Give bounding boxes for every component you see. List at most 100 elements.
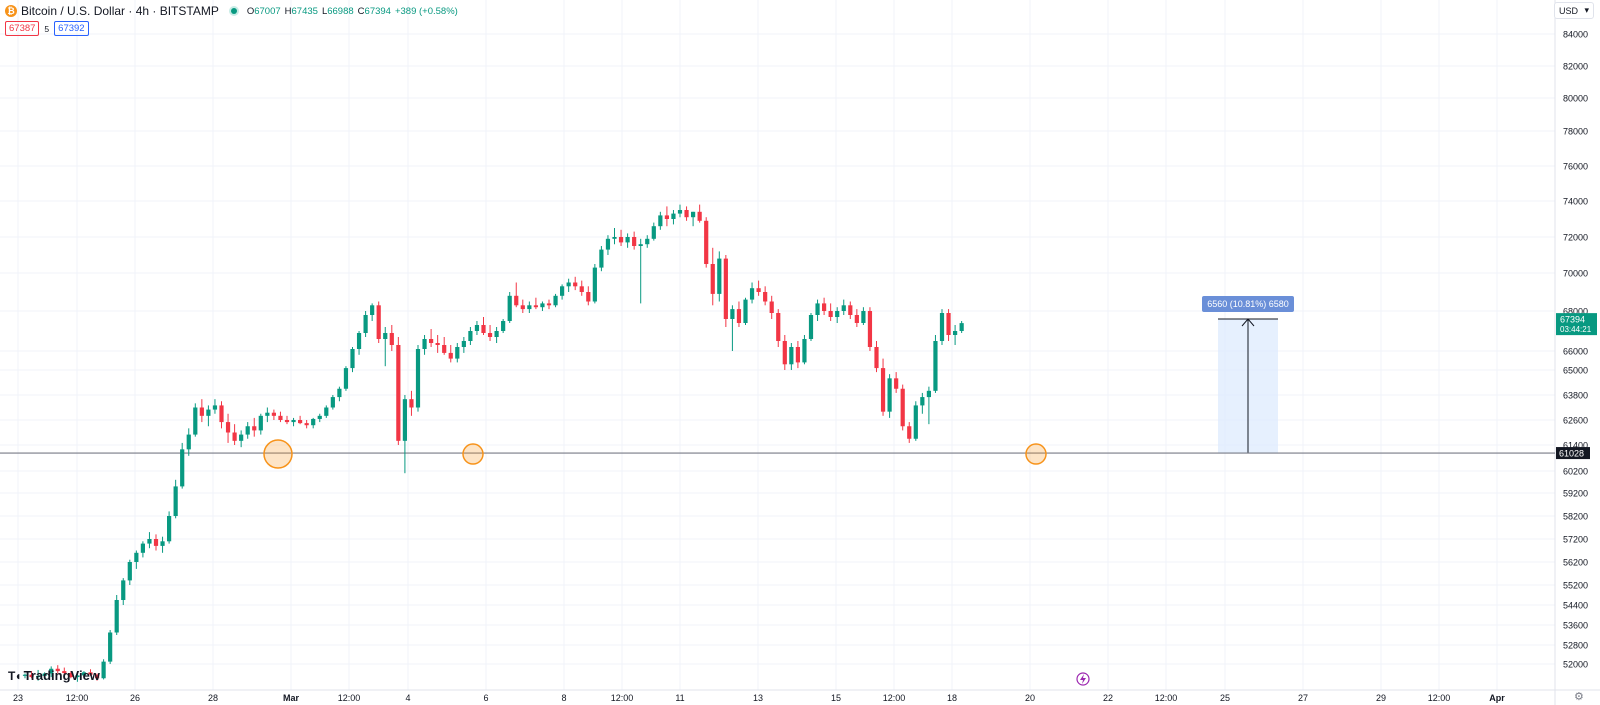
candle[interactable]	[671, 210, 676, 225]
candle[interactable]	[36, 669, 41, 681]
candle[interactable]	[140, 541, 145, 558]
candle[interactable]	[946, 309, 951, 341]
candle[interactable]	[350, 347, 355, 373]
candle[interactable]	[258, 413, 263, 435]
candle[interactable]	[795, 341, 800, 369]
candle[interactable]	[330, 395, 335, 410]
candle[interactable]	[835, 307, 840, 323]
touch-marker-1[interactable]	[263, 439, 293, 469]
candle[interactable]	[153, 534, 159, 551]
candle[interactable]	[828, 303, 833, 321]
candle[interactable]	[697, 204, 702, 223]
candle[interactable]	[455, 343, 460, 363]
candle[interactable]	[114, 595, 119, 635]
candle[interactable]	[710, 247, 715, 306]
candle[interactable]	[193, 403, 198, 437]
candle[interactable]	[776, 309, 781, 347]
touch-marker-2[interactable]	[462, 443, 484, 465]
candle[interactable]	[926, 386, 931, 425]
candle[interactable]	[664, 206, 669, 227]
candle[interactable]	[579, 280, 584, 296]
candle[interactable]	[22, 673, 28, 679]
candle[interactable]	[933, 335, 938, 393]
touch-marker-3[interactable]	[1025, 443, 1047, 465]
candle[interactable]	[415, 345, 421, 412]
candle[interactable]	[167, 511, 172, 544]
candle[interactable]	[756, 280, 761, 296]
candle[interactable]	[546, 299, 552, 310]
candle[interactable]	[284, 415, 290, 425]
candle[interactable]	[62, 667, 67, 676]
candle[interactable]	[527, 301, 532, 314]
candle[interactable]	[887, 374, 892, 418]
candle[interactable]	[49, 666, 54, 678]
candle[interactable]	[789, 343, 794, 370]
candle[interactable]	[147, 532, 152, 549]
candle[interactable]	[324, 405, 329, 418]
candle[interactable]	[913, 401, 918, 441]
candle[interactable]	[88, 669, 93, 676]
candle[interactable]	[632, 231, 637, 250]
candle[interactable]	[265, 407, 270, 423]
tradingview-logo[interactable]: T◖ TradingView	[8, 668, 100, 683]
candle[interactable]	[252, 417, 257, 437]
candle[interactable]	[429, 329, 434, 347]
candle[interactable]	[560, 284, 565, 300]
candle[interactable]	[782, 335, 787, 370]
candle[interactable]	[533, 297, 538, 310]
candle[interactable]	[317, 413, 322, 423]
candle[interactable]	[55, 665, 60, 674]
candle[interactable]	[841, 299, 846, 315]
candle[interactable]	[180, 442, 185, 489]
candle[interactable]	[298, 415, 303, 425]
candle[interactable]	[907, 422, 912, 443]
candle[interactable]	[304, 420, 309, 429]
candle[interactable]	[278, 411, 283, 423]
sell-button[interactable]: 67387	[5, 21, 40, 36]
candle[interactable]	[645, 235, 650, 248]
candle[interactable]	[232, 424, 237, 445]
candle[interactable]	[920, 392, 925, 414]
candle[interactable]	[127, 559, 132, 585]
candle[interactable]	[900, 384, 905, 431]
candle[interactable]	[173, 479, 178, 519]
candle[interactable]	[75, 673, 80, 682]
candle[interactable]	[658, 211, 663, 230]
buy-button[interactable]: 67392	[54, 21, 89, 36]
candle[interactable]	[822, 297, 827, 315]
candle[interactable]	[867, 307, 873, 351]
candle[interactable]	[389, 325, 394, 351]
candle[interactable]	[101, 659, 106, 680]
candle[interactable]	[704, 217, 709, 268]
candle[interactable]	[461, 337, 466, 353]
candle[interactable]	[763, 286, 768, 306]
candle[interactable]	[422, 335, 427, 355]
candle[interactable]	[749, 282, 755, 304]
time-axis[interactable]: 23 12:00 26 28 Mar 12:00 4 6 8 12:00 11 13 15 12:00 18…	[13, 693, 1505, 703]
candle[interactable]	[435, 335, 440, 353]
candle[interactable]	[586, 286, 591, 306]
candle[interactable]	[592, 264, 597, 304]
candle[interactable]	[815, 299, 820, 321]
candle[interactable]	[474, 321, 480, 335]
candle[interactable]	[599, 246, 604, 272]
candle[interactable]	[219, 401, 224, 429]
candle[interactable]	[121, 578, 126, 605]
candle[interactable]	[442, 337, 447, 355]
candle[interactable]	[291, 417, 296, 427]
candle[interactable]	[874, 341, 879, 373]
candle[interactable]	[199, 399, 204, 423]
candle[interactable]	[769, 295, 774, 319]
candle[interactable]	[880, 358, 886, 416]
candle[interactable]	[625, 233, 630, 248]
candle[interactable]	[94, 673, 100, 681]
candle[interactable]	[396, 337, 401, 445]
candle[interactable]	[507, 292, 512, 323]
candle[interactable]	[343, 366, 349, 391]
price-axis[interactable]: 84000 82000 80000 78000 76000 74000 72000 70000…	[1556, 30, 1597, 670]
candle[interactable]	[108, 630, 113, 664]
candle[interactable]	[808, 313, 814, 341]
candle[interactable]	[239, 430, 244, 448]
candle[interactable]	[212, 399, 218, 414]
